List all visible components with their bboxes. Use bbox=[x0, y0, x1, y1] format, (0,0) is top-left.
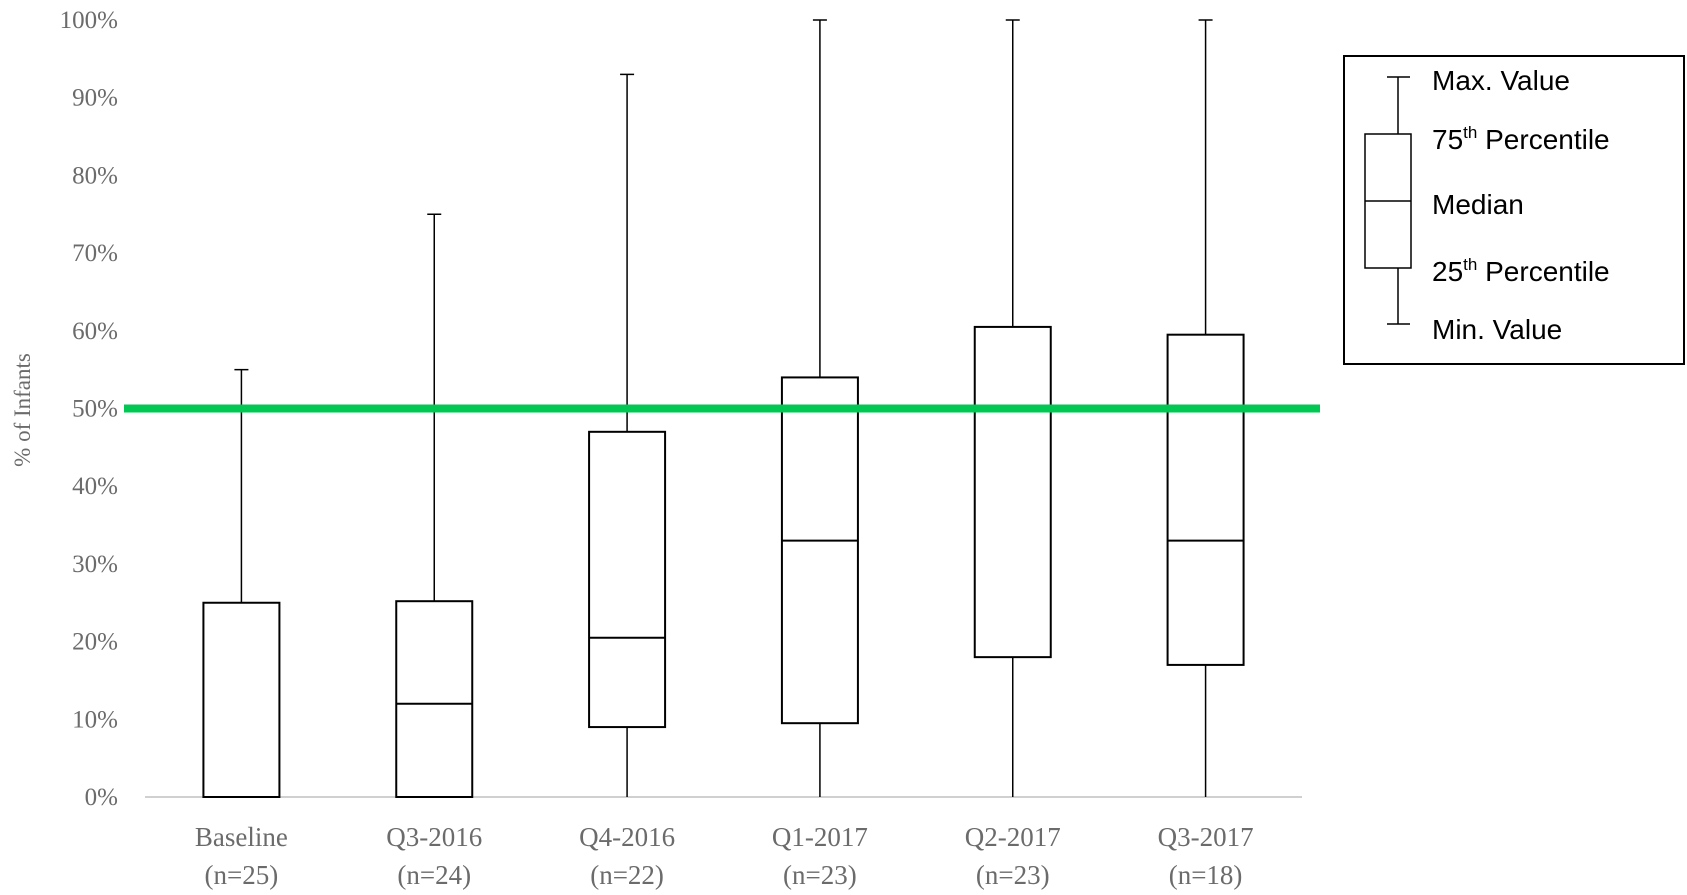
legend-item-median: Median bbox=[1432, 189, 1524, 220]
box-4 bbox=[973, 19, 1052, 797]
x-category-label: Baseline bbox=[195, 822, 288, 852]
iqr-box bbox=[202, 601, 281, 798]
legend-item-min: Min. Value bbox=[1432, 314, 1562, 345]
x-axis-categories: Baseline (n=25) Q3-2016 (n=24) Q4-2016 (n=22)… bbox=[195, 822, 1254, 890]
x-category-count: (n=22) bbox=[590, 860, 664, 890]
iqr-box bbox=[973, 325, 1052, 659]
legend-box-icon bbox=[1364, 76, 1412, 325]
x-category-count: (n=25) bbox=[205, 860, 279, 890]
legend-item-q1: 25th Percentile bbox=[1432, 255, 1610, 287]
x-category-count: (n=23) bbox=[976, 860, 1050, 890]
y-tick-label: 30% bbox=[72, 551, 118, 578]
iqr-box bbox=[588, 430, 667, 729]
y-axis-label: % of Infants bbox=[10, 353, 35, 467]
box-2 bbox=[588, 73, 667, 797]
y-tick-label: 20% bbox=[72, 629, 118, 656]
legend-item-max: Max. Value bbox=[1432, 65, 1570, 96]
y-tick-label: 40% bbox=[72, 473, 118, 500]
x-category-label: Q4-2016 bbox=[579, 822, 675, 852]
legend-item-q3: 75th Percentile bbox=[1432, 123, 1610, 155]
x-category-label: Q3-2017 bbox=[1158, 822, 1254, 852]
box-series bbox=[202, 19, 1245, 798]
box-3 bbox=[780, 19, 859, 797]
y-tick-label: 80% bbox=[72, 162, 118, 189]
y-axis-ticks: 0% 10% 20% 30% 40% 50% 60% 70% 80% 90% 100% bbox=[60, 7, 118, 811]
y-tick-label: 90% bbox=[72, 85, 118, 112]
legend-items: Max. Value 75th Percentile Median 25th Perc… bbox=[1432, 65, 1610, 345]
iqr-box bbox=[395, 600, 474, 798]
x-category-count: (n=24) bbox=[397, 860, 471, 890]
y-tick-label: 60% bbox=[72, 318, 118, 345]
x-category-label: Q1-2017 bbox=[772, 822, 868, 852]
x-category-label: Q2-2017 bbox=[965, 822, 1061, 852]
x-category-count: (n=23) bbox=[783, 860, 857, 890]
y-tick-label: 100% bbox=[60, 7, 118, 34]
y-tick-label: 10% bbox=[72, 706, 118, 733]
box-1 bbox=[395, 213, 474, 798]
y-tick-label: 50% bbox=[72, 396, 118, 423]
iqr-box bbox=[1166, 333, 1245, 666]
x-category-count: (n=18) bbox=[1169, 860, 1243, 890]
box-5 bbox=[1166, 19, 1245, 797]
box-0 bbox=[202, 368, 281, 798]
y-tick-label: 70% bbox=[72, 240, 118, 267]
y-tick-label: 0% bbox=[85, 784, 118, 811]
x-category-label: Q3-2016 bbox=[386, 822, 482, 852]
legend: Max. Value 75th Percentile Median 25th Perc… bbox=[1343, 55, 1685, 365]
iqr-box bbox=[780, 376, 859, 725]
